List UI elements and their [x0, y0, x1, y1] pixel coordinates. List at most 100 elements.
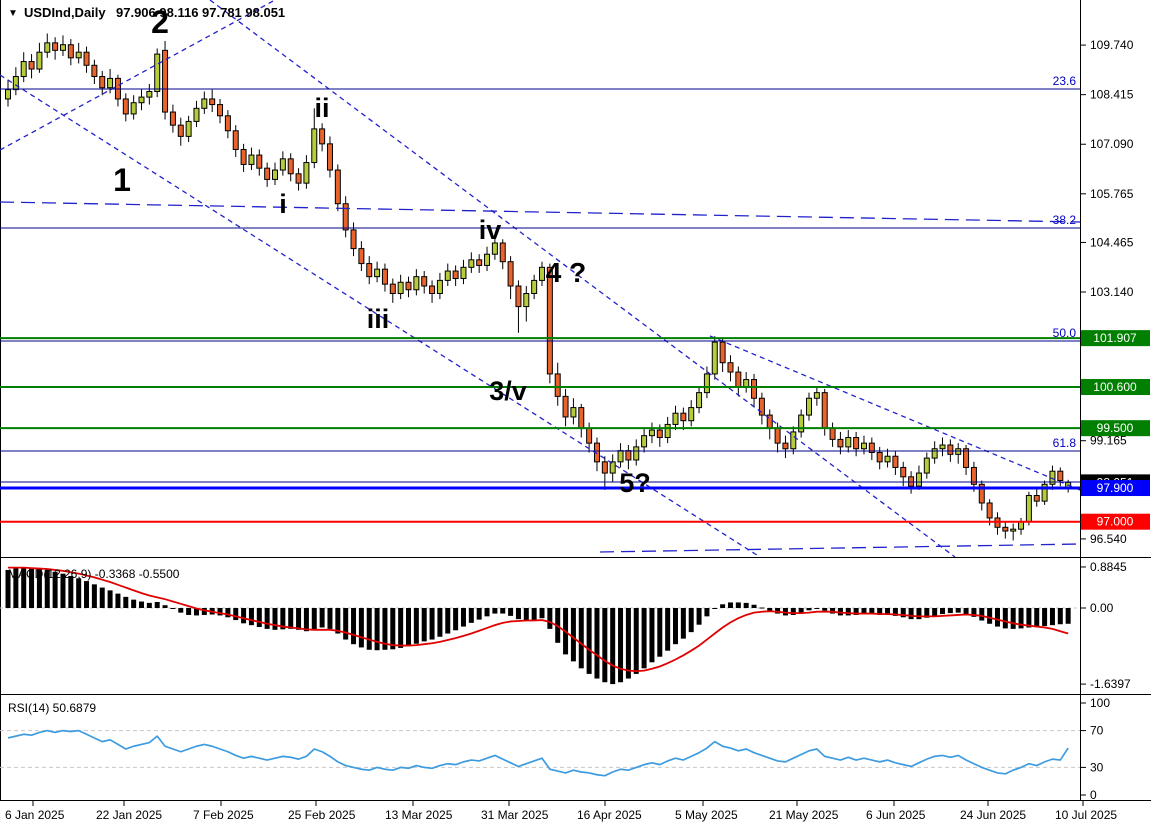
candle-body — [876, 451, 883, 463]
date-label[interactable]: 21 May 2025 — [769, 808, 839, 822]
rsi-pane[interactable] — [0, 729, 1080, 777]
chart-header: ▼ USDInd,Daily 97.906 98.116 97.781 98.0… — [8, 5, 285, 20]
candle-body — [554, 373, 561, 397]
time-axis[interactable]: 6 Jan 2025 22 Jan 2025 7 Feb 2025 25 Feb 20… — [5, 800, 1117, 822]
candle-body — [326, 143, 333, 171]
macd-bar — [146, 602, 152, 608]
candle-body — [758, 397, 765, 416]
trendline[interactable] — [209, 0, 956, 557]
price-badge — [1081, 513, 1150, 530]
macd-bar — [178, 608, 184, 613]
elliott-wave-label[interactable]: ii — [314, 93, 329, 123]
price-badge-label: 97.000 — [1097, 515, 1134, 529]
candle-body — [970, 466, 977, 485]
date-label[interactable]: 5 May 2025 — [675, 808, 738, 822]
rsi-axis-label: 0 — [1090, 788, 1097, 802]
rsi-axis-label: 100 — [1090, 696, 1110, 710]
candle-body — [719, 341, 726, 364]
elliott-wave-label[interactable]: 4 ? — [546, 257, 586, 288]
macd-bar — [720, 604, 726, 608]
candle-body — [648, 429, 655, 437]
elliott-wave-label[interactable]: 5? — [619, 468, 651, 498]
candle-body — [405, 281, 412, 291]
price-badge-label: 97.900 — [1097, 481, 1134, 495]
price-axis[interactable]: 101.907100.60099.50098.05197.90097.00010… — [1080, 38, 1150, 802]
symbol-title: USDInd,Daily — [24, 5, 106, 20]
candle-body — [1057, 470, 1064, 482]
macd-bar — [877, 608, 883, 615]
fibonacci-label: 50.0 — [1053, 326, 1077, 340]
macd-bar — [115, 593, 121, 608]
candle-body — [185, 120, 192, 137]
candle-body — [735, 371, 742, 388]
macd-bar — [547, 608, 553, 629]
candle-body — [256, 154, 263, 169]
macd-pane[interactable] — [0, 566, 1080, 685]
trendline[interactable] — [599, 543, 1080, 553]
elliott-wave-label[interactable]: 3/v — [489, 376, 527, 406]
candle-body — [366, 263, 373, 278]
macd-bar — [91, 584, 97, 608]
macd-bar — [193, 608, 199, 616]
elliott-wave-label[interactable]: iii — [367, 304, 390, 334]
date-label[interactable]: 6 Jun 2025 — [866, 808, 926, 822]
candle-body — [319, 128, 326, 145]
candle-body — [138, 96, 145, 104]
candle-body — [1025, 495, 1032, 523]
fibonacci-label: 23.6 — [1053, 74, 1077, 88]
macd-bar — [523, 608, 529, 621]
fibonacci-label: 38.2 — [1053, 213, 1077, 227]
trendline[interactable] — [0, 0, 276, 151]
candle-body — [978, 483, 985, 504]
candle-body — [193, 107, 200, 122]
price-axis-tick-label: 96.540 — [1090, 532, 1127, 546]
candle-body — [5, 89, 11, 100]
main-price-pane[interactable] — [0, 0, 1080, 557]
candle-body — [264, 167, 271, 180]
macd-bar — [280, 608, 286, 630]
date-label[interactable]: 10 Jul 2025 — [1055, 808, 1117, 822]
candle-body — [444, 270, 451, 281]
price-axis-tick-label: 108.415 — [1090, 88, 1134, 102]
elliott-wave-label[interactable]: i — [279, 189, 287, 219]
candle-body — [625, 450, 632, 461]
date-label[interactable]: 25 Feb 2025 — [288, 808, 356, 822]
date-label[interactable]: 24 Jun 2025 — [960, 808, 1026, 822]
candle-body — [59, 44, 66, 51]
trendline[interactable] — [709, 335, 1080, 491]
macd-label: MACD(12,26,9) -0.3368 -0.5500 — [8, 567, 180, 581]
candle-body — [515, 285, 522, 308]
date-label[interactable]: 22 Jan 2025 — [96, 808, 162, 822]
elliott-wave-label[interactable]: 1 — [113, 162, 131, 198]
trendline[interactable] — [0, 201, 1080, 223]
macd-bar — [822, 608, 828, 611]
date-label[interactable]: 31 Mar 2025 — [481, 808, 549, 822]
candlestick-series[interactable] — [5, 33, 1072, 541]
macd-bar — [492, 608, 498, 614]
candle-body — [468, 259, 475, 268]
candle-body — [908, 476, 915, 487]
macd-bar — [963, 608, 969, 615]
price-axis-tick-label: 109.740 — [1090, 38, 1134, 52]
macd-bar — [1049, 608, 1055, 626]
date-label[interactable]: 6 Jan 2025 — [5, 808, 65, 822]
symbol-dropdown-icon[interactable]: ▼ — [8, 8, 18, 19]
date-label[interactable]: 13 Mar 2025 — [385, 808, 453, 822]
elliott-wave-label[interactable]: iv — [479, 215, 502, 245]
macd-bar — [343, 608, 349, 640]
elliott-wave-label[interactable]: 2 — [151, 4, 169, 40]
macd-bar — [272, 608, 278, 630]
trendline[interactable] — [0, 74, 761, 557]
candle-body — [429, 285, 436, 294]
macd-bar — [1026, 608, 1032, 628]
date-label[interactable]: 16 Apr 2025 — [577, 808, 642, 822]
date-label[interactable]: 7 Feb 2025 — [193, 808, 254, 822]
candle-body — [868, 442, 875, 453]
macd-bar — [932, 608, 938, 616]
candle-body — [751, 379, 758, 399]
candle-body — [860, 442, 867, 450]
candle-body — [413, 276, 420, 291]
macd-bar — [947, 608, 953, 614]
macd-bar — [460, 608, 466, 627]
